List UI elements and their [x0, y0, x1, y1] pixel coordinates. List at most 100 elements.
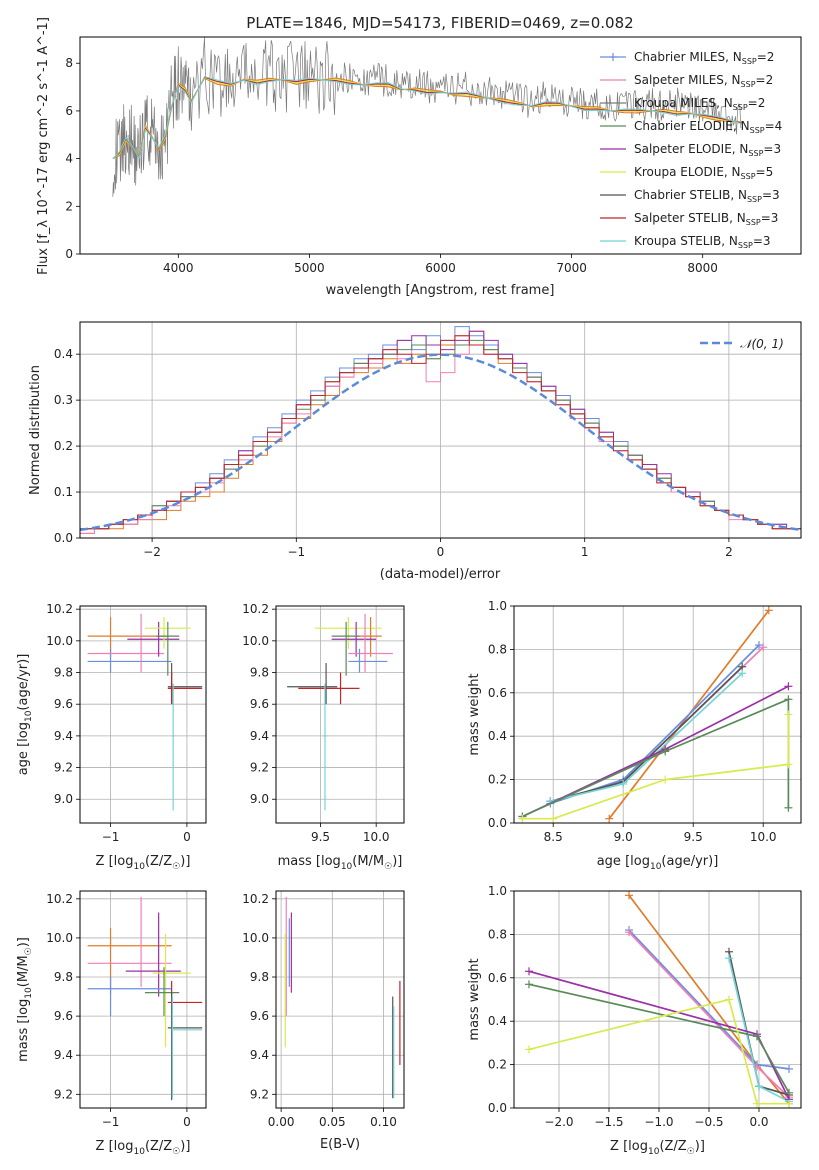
- y-tick-label: 9.2: [250, 761, 269, 775]
- legend-series-name: Chabrier STELIB: [634, 188, 730, 202]
- errorbars: [87, 613, 203, 811]
- y-tick-label: 0.2: [488, 1058, 507, 1072]
- y-tick-label: 9.4: [54, 729, 73, 743]
- axis-title-part: )]: [180, 854, 190, 869]
- legend-nssp-prefix: , N: [716, 96, 733, 110]
- x-axis-title: wavelength [Angstrom, rest frame]: [326, 283, 555, 298]
- axis-title-part: mass [log: [16, 999, 31, 1062]
- x-tick-label: 0.0: [749, 1115, 768, 1129]
- x-tick-label: 0.00: [268, 1115, 295, 1129]
- y-tick-label: 9.2: [250, 1087, 269, 1101]
- y-tick-label: 9.0: [250, 792, 269, 806]
- legend-series-name: Salpeter MILES: [634, 73, 724, 87]
- axis-title-part: 10: [648, 1147, 660, 1157]
- y-tick-label: 1.0: [488, 599, 507, 613]
- y-tick-label: 1.0: [488, 884, 507, 898]
- legend-equals: =: [762, 188, 772, 202]
- y-tick-label: 0: [65, 247, 73, 261]
- y-tick-label: 10.0: [46, 931, 73, 945]
- age-vs-z-panel: −1 09.09.29.49.69.810.010.2Z [log10(Z/Z☉)…: [16, 602, 207, 872]
- y-tick-label: 9.6: [54, 1009, 73, 1023]
- x-axis-title: Z [log10(Z/Z☉)]: [610, 1139, 705, 1157]
- y-axis-title: Flux [f_λ 10^-17 erg cm^-2 s^-1 A^-1]: [36, 17, 51, 275]
- x-tick-label: 9.0: [614, 830, 633, 844]
- legend-nssp-value: 2: [767, 50, 775, 64]
- legend-nssp-sub: SSP: [733, 103, 748, 112]
- x-tick-label: −1.0: [644, 1115, 673, 1129]
- axis-title-part: age [log: [597, 854, 650, 869]
- x-tick-label: −1.5: [594, 1115, 623, 1129]
- x-tick-label: −2.0: [544, 1115, 573, 1129]
- legend-equals: =: [763, 142, 773, 156]
- axis-title-part: (Z/Z: [145, 1139, 172, 1154]
- axis-title-part: (age/yr)]: [661, 854, 718, 869]
- x-tick-label: 0: [437, 545, 445, 559]
- legend-nssp-sub: SSP: [741, 172, 756, 181]
- y-tick-label: 8: [65, 56, 73, 70]
- legend-nssp-prefix: , N: [733, 119, 750, 133]
- legend-label: Salpeter STELIB, NSSP=3: [634, 211, 778, 227]
- x-tick-label: 0: [183, 1115, 191, 1129]
- legend-label: Salpeter ELODIE, NSSP=3: [634, 142, 781, 158]
- x-tick-label: 10.0: [750, 830, 777, 844]
- legend-nssp-sub: SSP: [750, 126, 765, 135]
- legend-nssp-sub: SSP: [746, 218, 761, 227]
- y-tick-label: 9.6: [54, 697, 73, 711]
- axes-frame: [513, 605, 802, 824]
- y-tick-label: 0.2: [488, 773, 507, 787]
- legend-nssp-sub: SSP: [748, 149, 763, 158]
- weight-lines: [525, 891, 793, 1108]
- legend-nssp-value: 3: [773, 142, 781, 156]
- x-tick-label: 0.10: [370, 1115, 397, 1129]
- legend-equals: =: [765, 119, 775, 133]
- y-tick-label: 9.8: [54, 666, 73, 680]
- x-tick-label: 1: [581, 545, 589, 559]
- legend-label: Kroupa ELODIE, NSSP=5: [634, 165, 773, 181]
- x-tick-label: −1: [287, 545, 305, 559]
- mass-vs-ebv-panel: 0.00 0.05 0.10 9.2 9.4 9.6 9.8 10.0 10.2 E(B-V): [242, 890, 405, 1152]
- y-tick-label: 10.0: [242, 931, 269, 945]
- legend-series-name: Salpeter ELODIE: [634, 142, 732, 156]
- legend-nssp-prefix: , N: [725, 50, 742, 64]
- legend-series-name: Kroupa MILES: [634, 96, 716, 110]
- x-axis-title: age [log10(age/yr)]: [597, 854, 719, 872]
- y-tick-label: 0.0: [488, 816, 507, 830]
- y-tick-label: 10.0: [46, 634, 73, 648]
- axes-frame: [79, 321, 802, 539]
- y-tick-label: 0.6: [488, 971, 507, 985]
- axis-title-part: (Z/Z: [659, 1139, 686, 1154]
- axes-frame: [79, 36, 802, 255]
- x-axis-title: (data-model)/error: [380, 567, 501, 582]
- x-tick-label: 8000: [687, 261, 718, 275]
- x-tick-label: −0.5: [694, 1115, 723, 1129]
- axis-title-part: ☉: [384, 862, 392, 872]
- age-vs-mass-panel: 9.5 10.0 9.0 9.2 9.4 9.6 9.8 10.0 10.2 mass [log1…: [242, 602, 405, 872]
- axis-title-part: ☉: [172, 862, 180, 872]
- legend-nssp-value: 2: [758, 96, 766, 110]
- y-tick-label: 10.0: [242, 634, 269, 648]
- x-axis-title: E(B-V): [320, 1137, 360, 1152]
- x-tick-label: −2: [143, 545, 161, 559]
- y-tick-label: 0.8: [488, 642, 507, 656]
- weight-vs-age-panel: 8.5 9.0 9.5 10.0 0.0 0.2 0.4 0.6 0.8 1.0 age [log1…: [467, 599, 802, 872]
- weight-vs-z-panel: −2.0 −1.5 −1.0 −0.5 0.0 0.0 0.2 0.4 0.6 0.8 1.0 Z […: [467, 884, 802, 1157]
- legend-label: Chabrier ELODIE, NSSP=4: [634, 119, 782, 135]
- legend-series-name: Kroupa ELODIE: [634, 165, 724, 179]
- legend-label: Salpeter MILES, NSSP=2: [634, 73, 773, 89]
- axis-title-part: (M/M: [16, 955, 31, 987]
- residuals-panel: −2 −1 0 1 2 0.0 0.1 0.2 0.3 0.4 (data-model)/error…: [28, 321, 802, 582]
- legend-equals: =: [756, 73, 766, 87]
- legend-equals: =: [757, 50, 767, 64]
- y-tick-label: 0.1: [54, 485, 73, 499]
- x-tick-label: 10.0: [363, 830, 390, 844]
- y-tick-label: 9.0: [54, 792, 73, 806]
- legend-label: 𝒩(0, 1): [740, 337, 784, 351]
- y-tick-label: 0.0: [54, 531, 73, 545]
- axis-title-part: )]: [392, 854, 402, 869]
- weight-lines: [518, 606, 793, 823]
- legend-nssp-value: 3: [763, 234, 771, 248]
- y-tick-label: 9.4: [250, 729, 269, 743]
- model-spectrum-line: [112, 75, 743, 160]
